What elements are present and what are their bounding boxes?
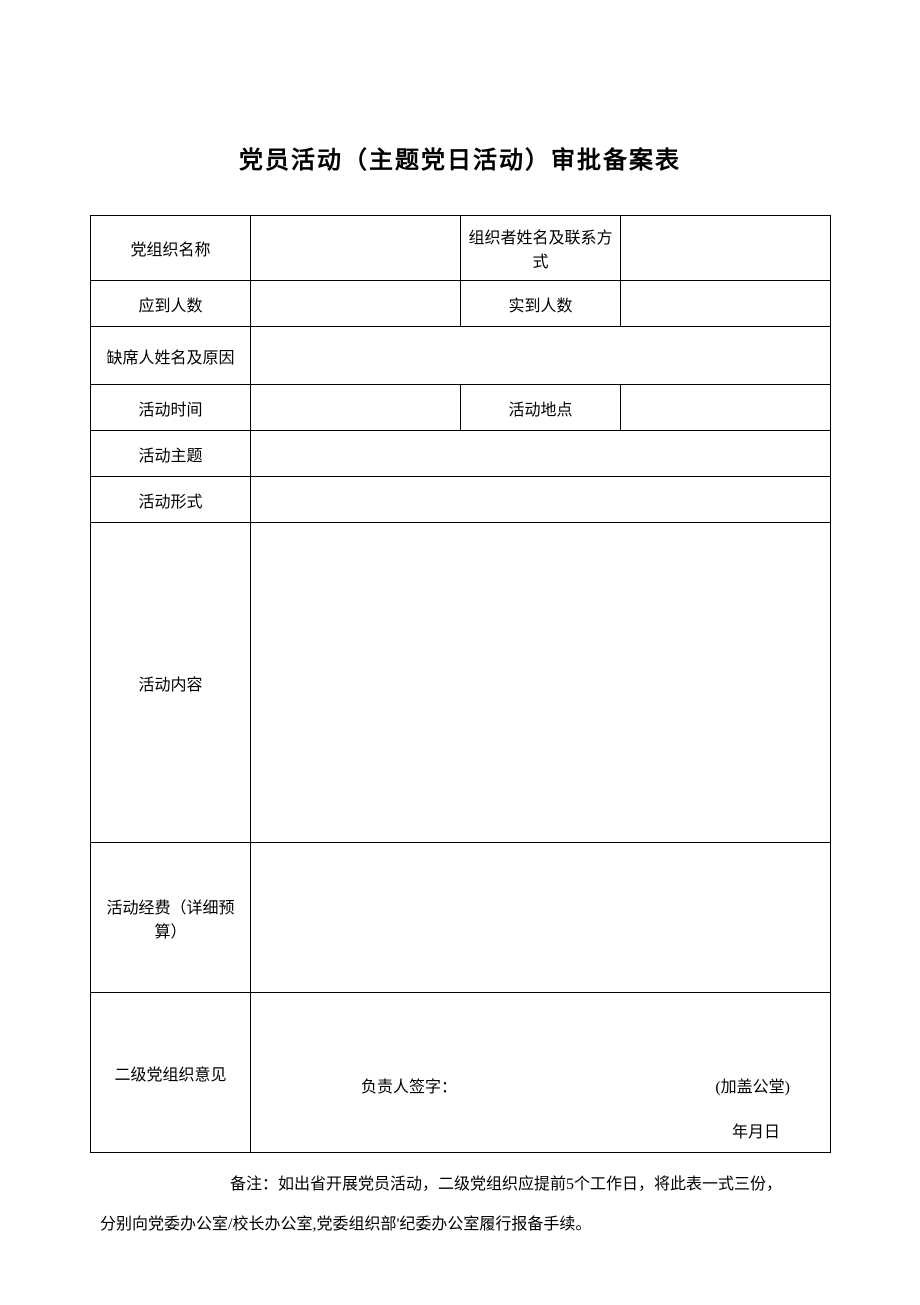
opinion-label: 二级党组织意见 — [91, 993, 251, 1153]
opinion-sign-label: 负责人签字： — [361, 1073, 457, 1097]
activity-time-value[interactable] — [251, 385, 461, 431]
approval-form-table: 党组织名称 组织者姓名及联系方式 应到人数 实到人数 缺席人姓名及原因 活动时间… — [90, 215, 831, 1153]
absent-label: 缺席人姓名及原因 — [91, 327, 251, 385]
opinion-date-label: 年月日 — [732, 1118, 780, 1142]
opinion-cell[interactable]: 负责人签字： (加盖公堂) 年月日 — [251, 993, 831, 1153]
activity-theme-value[interactable] — [251, 431, 831, 477]
activity-place-value[interactable] — [621, 385, 831, 431]
activity-form-label: 活动形式 — [91, 477, 251, 523]
activity-content-label: 活动内容 — [91, 523, 251, 843]
activity-time-label: 活动时间 — [91, 385, 251, 431]
actual-count-label: 实到人数 — [461, 281, 621, 327]
budget-value[interactable] — [251, 843, 831, 993]
expected-count-label: 应到人数 — [91, 281, 251, 327]
budget-label: 活动经费（详细预算） — [91, 843, 251, 993]
notes-line-1: 备注：如出省开展党员活动，二级党组织应提前5个工作日，将此表一式三份， — [90, 1165, 830, 1205]
activity-content-value[interactable] — [251, 523, 831, 843]
actual-count-value[interactable] — [621, 281, 831, 327]
org-name-label: 党组织名称 — [91, 216, 251, 281]
expected-count-value[interactable] — [251, 281, 461, 327]
organizer-value[interactable] — [621, 216, 831, 281]
org-name-value[interactable] — [251, 216, 461, 281]
document-title: 党员活动（主题党日活动）审批备案表 — [90, 140, 830, 175]
absent-value[interactable] — [251, 327, 831, 385]
notes-section: 备注：如出省开展党员活动，二级党组织应提前5个工作日，将此表一式三份， 分别向党… — [90, 1165, 830, 1245]
activity-form-value[interactable] — [251, 477, 831, 523]
organizer-label: 组织者姓名及联系方式 — [461, 216, 621, 281]
notes-line-2: 分别向党委办公室/校长办公室,党委组织部'纪委办公室履行报备手续。 — [90, 1205, 830, 1245]
activity-theme-label: 活动主题 — [91, 431, 251, 477]
opinion-seal-label: (加盖公堂) — [715, 1073, 790, 1097]
activity-place-label: 活动地点 — [461, 385, 621, 431]
